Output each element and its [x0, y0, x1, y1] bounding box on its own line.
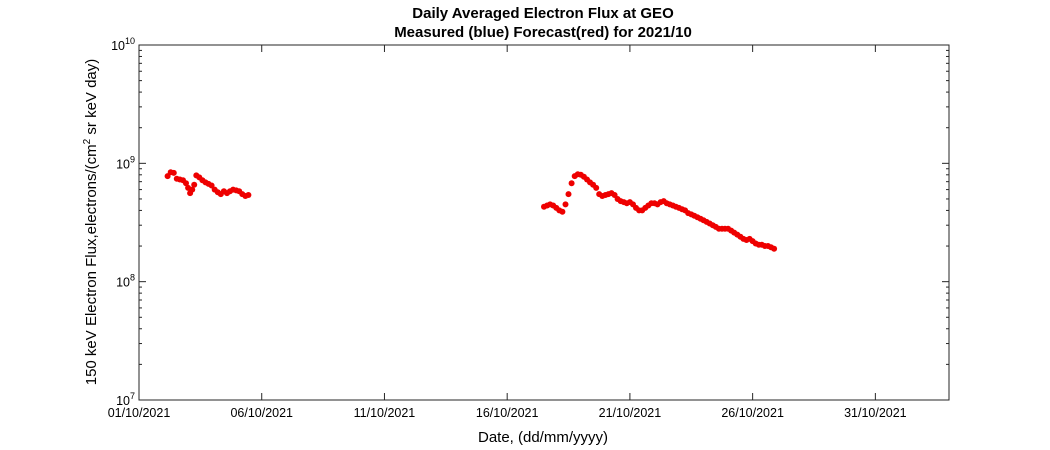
plot-area-frame: [138, 44, 950, 401]
x-tick-label: 21/10/2021: [599, 406, 662, 420]
x-tick-label: 06/10/2021: [230, 406, 293, 420]
data-point: [565, 191, 572, 198]
y-tick-label: 109: [116, 154, 135, 171]
y-axis-label-tail: sr keV day): [83, 59, 100, 139]
data-point: [568, 180, 575, 187]
data-point: [191, 181, 198, 188]
x-tick-label: 11/10/2021: [354, 406, 416, 420]
y-tick-label-exponent: 9: [130, 154, 135, 164]
y-tick-label: 108: [116, 273, 135, 290]
y-tick-label-exponent: 8: [130, 273, 135, 283]
y-tick-label-exponent: 7: [130, 391, 135, 401]
y-tick-label-base: 10: [116, 157, 130, 171]
x-tick-label: 16/10/2021: [476, 406, 539, 420]
data-point: [559, 208, 566, 215]
y-axis-label-superscript: 2: [82, 138, 93, 144]
chart-subtitle: Measured (blue) Forecast(red) for 2021/1…: [394, 24, 692, 41]
y-tick-label-base: 10: [111, 39, 125, 53]
chart-title: Daily Averaged Electron Flux at GEO: [412, 5, 674, 22]
y-tick-label: 1010: [111, 36, 135, 53]
data-point: [170, 169, 177, 176]
y-axis-label: 150 keV Electron Flux,electrons/(cm2 sr …: [82, 59, 100, 386]
data-point: [562, 201, 569, 208]
y-tick-label-exponent: 10: [125, 36, 135, 46]
y-tick-label-base: 10: [116, 394, 130, 408]
forecast-series: [164, 169, 778, 252]
y-axis-label-main: 150 keV Electron Flux,electrons/(cm: [83, 144, 100, 385]
x-tick-label: 01/10/2021: [108, 406, 171, 420]
x-tick-label: 31/10/2021: [844, 406, 907, 420]
x-tick-label: 26/10/2021: [721, 406, 784, 420]
y-tick-label: 107: [116, 391, 135, 408]
data-point: [189, 186, 196, 193]
data-point: [593, 184, 600, 191]
data-point: [771, 245, 778, 252]
x-axis-label: Date, (dd/mm/yyyy): [478, 429, 608, 446]
y-tick-label-base: 10: [116, 276, 130, 290]
data-point: [208, 182, 215, 189]
data-point: [183, 180, 189, 187]
x-axis: 01/10/2021 06/10/2021 11/10/2021 16/10/2021…: [108, 45, 907, 420]
data-point: [245, 192, 252, 198]
